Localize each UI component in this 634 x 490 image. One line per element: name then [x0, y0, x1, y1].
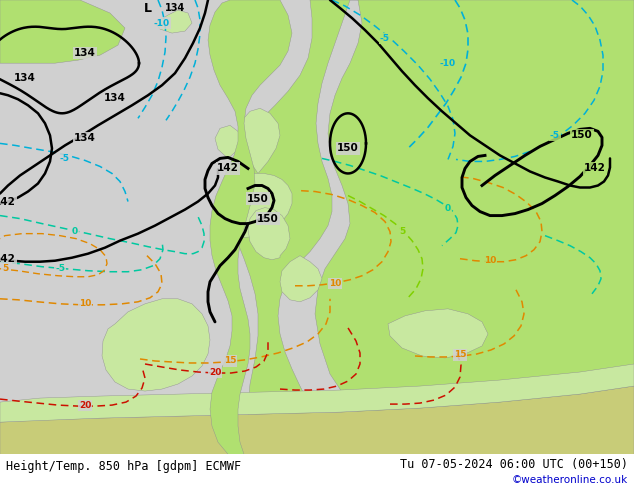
Text: 0: 0 [445, 204, 451, 213]
Text: -5: -5 [380, 34, 390, 43]
Text: 134: 134 [165, 3, 185, 13]
Text: 134: 134 [104, 93, 126, 103]
Text: Height/Temp. 850 hPa [gdpm] ECMWF: Height/Temp. 850 hPa [gdpm] ECMWF [6, 460, 241, 473]
Polygon shape [0, 386, 634, 454]
Polygon shape [315, 0, 634, 454]
Text: 142: 142 [217, 164, 239, 173]
Polygon shape [248, 208, 290, 260]
Text: 150: 150 [337, 144, 359, 153]
Text: 15: 15 [454, 350, 466, 360]
Polygon shape [0, 0, 125, 63]
Text: -10: -10 [154, 19, 170, 27]
Text: 150: 150 [571, 130, 593, 140]
Polygon shape [215, 125, 240, 158]
Text: 10: 10 [329, 279, 341, 288]
Text: 150: 150 [247, 194, 269, 203]
Text: 20: 20 [209, 368, 221, 376]
Text: -10: -10 [440, 59, 456, 68]
Text: 10: 10 [484, 256, 496, 265]
Text: 142: 142 [0, 196, 16, 207]
Polygon shape [280, 256, 322, 302]
Text: 15: 15 [224, 357, 236, 366]
Polygon shape [0, 364, 634, 422]
Polygon shape [238, 108, 280, 173]
Polygon shape [226, 0, 350, 454]
Text: 5: 5 [399, 227, 405, 236]
Text: 5: 5 [2, 264, 8, 273]
Text: 134: 134 [74, 133, 96, 144]
Polygon shape [208, 0, 292, 454]
Text: 20: 20 [79, 401, 91, 410]
Text: 150: 150 [257, 214, 279, 223]
Text: -5: -5 [55, 264, 65, 273]
Polygon shape [215, 173, 292, 238]
Text: 142: 142 [0, 254, 16, 264]
Text: 134: 134 [14, 73, 36, 83]
Polygon shape [155, 10, 192, 33]
Text: Tu 07-05-2024 06:00 UTC (00+150): Tu 07-05-2024 06:00 UTC (00+150) [400, 458, 628, 471]
Polygon shape [102, 299, 210, 391]
Text: 134: 134 [74, 48, 96, 58]
Text: L: L [144, 1, 152, 15]
Polygon shape [388, 309, 488, 358]
Text: 10: 10 [79, 299, 91, 308]
Text: -5: -5 [60, 154, 70, 163]
Text: -5: -5 [550, 131, 560, 140]
Text: 142: 142 [584, 164, 606, 173]
Text: 0: 0 [72, 227, 78, 236]
Text: ©weatheronline.co.uk: ©weatheronline.co.uk [512, 475, 628, 485]
